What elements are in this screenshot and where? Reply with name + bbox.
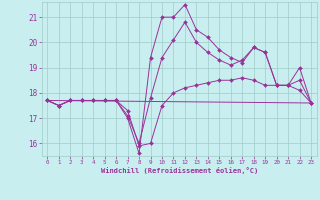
X-axis label: Windchill (Refroidissement éolien,°C): Windchill (Refroidissement éolien,°C) bbox=[100, 167, 258, 174]
